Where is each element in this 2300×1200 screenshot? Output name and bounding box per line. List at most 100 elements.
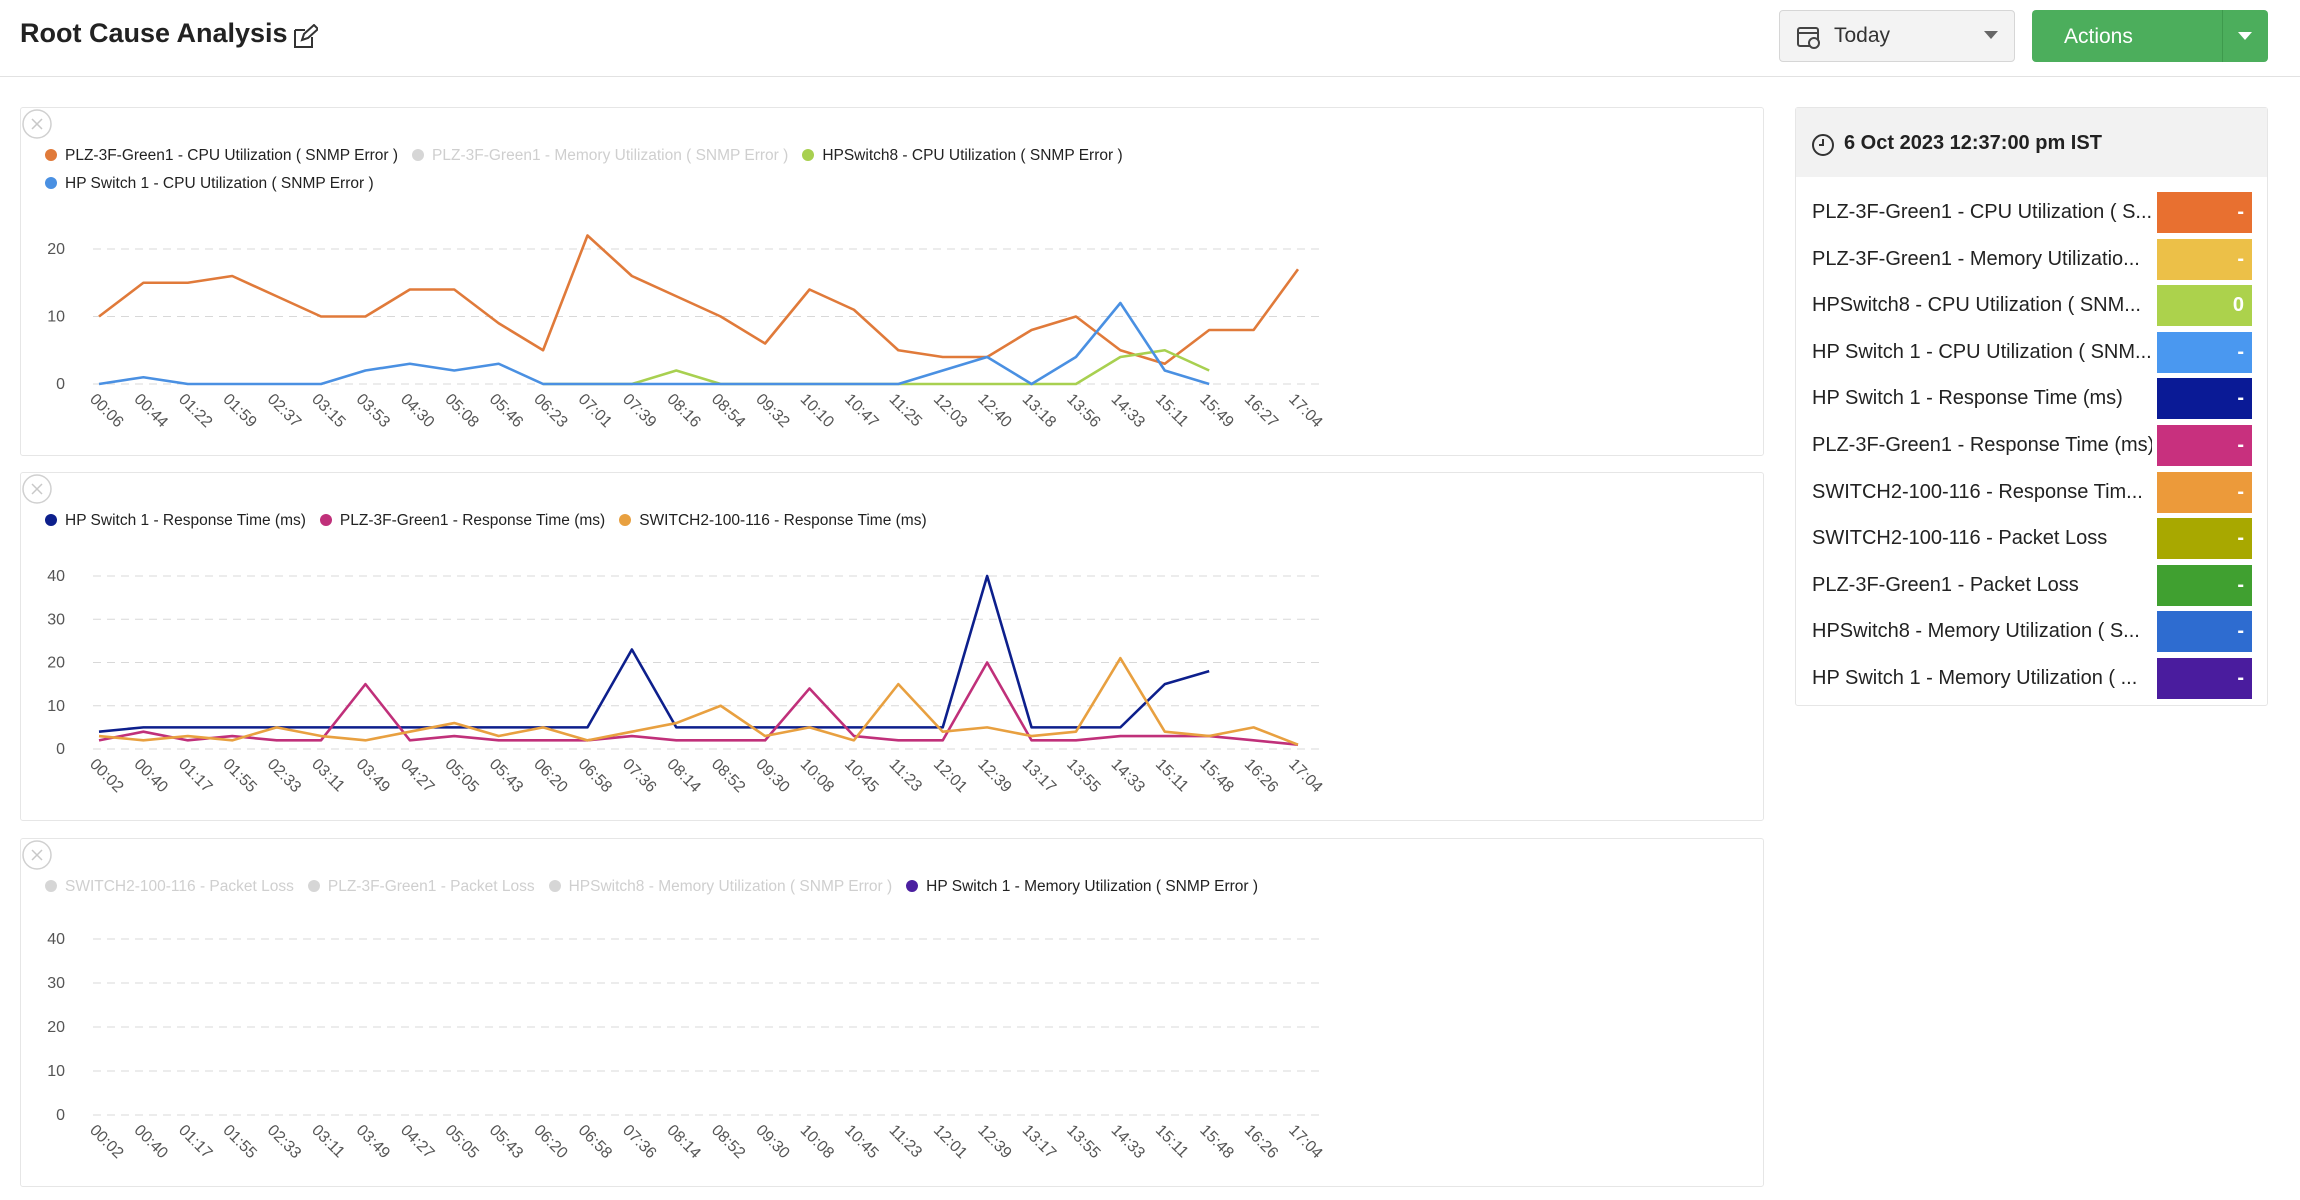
summary-name: HP Switch 1 - Memory Utilization ( ... [1812, 667, 2138, 689]
summary-panel: 6 Oct 2023 12:37:00 pm IST PLZ-3F-Green1… [1795, 107, 2268, 706]
x-tick-label: 00:02 [86, 756, 126, 796]
x-tick-label: 05:46 [486, 391, 526, 431]
series-line [98, 661, 1299, 746]
summary-color: - [2157, 238, 2252, 280]
y-tick-label: 20 [47, 1019, 65, 1036]
chart-panel: 0 10 20 30 40 00:02 00:40 01:17 01:55 02:33 03:11 0… [20, 838, 1764, 1187]
x-tick-label: 12:40 [974, 391, 1014, 431]
legend-item[interactable]: PLZ-3F-Green1 - Packet Loss [307, 873, 535, 901]
x-tick-label: 00:40 [131, 1122, 171, 1162]
x-tick-label: 15:11 [1152, 391, 1192, 431]
y-tick-label: 0 [56, 376, 65, 393]
summary-color: - [2157, 192, 2252, 233]
legend-item[interactable]: PLZ-3F-Green1 - Response Time (ms) [319, 507, 605, 535]
x-tick-label: 08:54 [708, 391, 748, 431]
summary-value: - [2237, 387, 2244, 410]
x-tick-label: 15:11 [1152, 1122, 1192, 1162]
legend-item[interactable]: HPSwitch8 - CPU Utilization ( SNMP Error… [802, 142, 1123, 170]
x-tick-label: 17:04 [1285, 391, 1325, 431]
edit-icon[interactable] [292, 24, 318, 50]
x-tick-label: 01:55 [219, 756, 259, 796]
legend-label: PLZ-3F-Green1 - CPU Utilization ( SNMP E… [65, 147, 399, 164]
legend-item[interactable]: SWITCH2-100-116 - Response Time (ms) [619, 507, 927, 535]
summary-name: HPSwitch8 - CPU Utilization ( SNM... [1812, 294, 2141, 317]
x-tick-label: 13:55 [1063, 1122, 1103, 1162]
summary-row: HP Switch 1 - Memory Utilization ( ... - [1796, 655, 2267, 701]
close-button[interactable] [21, 473, 53, 505]
legend-swatch [45, 514, 57, 526]
legend: PLZ-3F-Green1 - CPU Utilization ( SNMP E… [45, 142, 1365, 198]
x-tick-label: 03:11 [308, 1122, 348, 1162]
x-tick-label: 06:58 [575, 1122, 615, 1162]
legend-label: HPSwitch8 - Memory Utilization ( SNMP Er… [568, 878, 893, 895]
legend-item[interactable]: PLZ-3F-Green1 - Memory Utilization ( SNM… [412, 142, 788, 170]
summary-timestamp: 6 Oct 2023 12:37:00 pm IST [1844, 132, 2102, 154]
legend-item[interactable]: HP Switch 1 - CPU Utilization ( SNMP Err… [45, 170, 374, 198]
legend-label: HP Switch 1 - Response Time (ms) [65, 512, 306, 529]
summary-name: HP Switch 1 - CPU Utilization ( SNM... [1812, 340, 2152, 363]
legend-swatch [619, 514, 632, 526]
y-tick-label: 30 [47, 975, 65, 992]
summary-row: PLZ-3F-Green1 - CPU Utilization ( S... - [1796, 189, 2267, 235]
x-tick-label: 03:11 [308, 756, 348, 796]
summary-name: PLZ-3F-Green1 - CPU Utilization ( S... [1812, 201, 2152, 223]
legend-item[interactable]: PLZ-3F-Green1 - CPU Utilization ( SNMP E… [45, 142, 398, 170]
close-button[interactable] [21, 108, 53, 140]
actions-caret[interactable] [2238, 32, 2252, 42]
x-tick-label: 01:17 [175, 1122, 215, 1162]
close-cross [31, 118, 43, 130]
series-line [98, 656, 1299, 746]
x-tick-label: 01:17 [175, 756, 215, 796]
legend: HP Switch 1 - Response Time (ms) PLZ-3F-G… [45, 507, 1365, 535]
close-button[interactable] [21, 839, 53, 871]
summary-row: HP Switch 1 - Response Time (ms) - [1796, 375, 2267, 421]
date-filter[interactable]: Today [1779, 10, 2015, 62]
legend-swatch [307, 880, 320, 892]
legend-swatch [45, 149, 57, 161]
legend-swatch [412, 149, 425, 161]
x-tick-label: 01:55 [219, 1122, 259, 1162]
y-tick-label: 10 [47, 1063, 65, 1080]
series-line [98, 574, 1210, 733]
legend-item[interactable]: HPSwitch8 - Memory Utilization ( SNMP Er… [548, 873, 893, 901]
summary-color: - [2157, 611, 2252, 653]
x-tick-label: 06:23 [530, 391, 570, 431]
legend-item[interactable]: HP Switch 1 - Memory Utilization ( SNMP … [906, 873, 1258, 901]
x-tick-label: 09:30 [752, 756, 792, 796]
y-tick-label: 20 [47, 655, 65, 672]
y-tick-label: 40 [47, 931, 65, 948]
x-tick-label: 05:05 [441, 756, 481, 796]
x-tick-label: 16:26 [1241, 756, 1281, 796]
legend-swatch [45, 177, 57, 189]
summary-color: - [2157, 471, 2252, 513]
x-tick-label: 13:55 [1063, 756, 1103, 796]
x-tick-label: 10:10 [797, 391, 837, 431]
close-cross [31, 849, 43, 861]
x-tick-label: 12:39 [974, 1122, 1014, 1162]
summary-row: HPSwitch8 - CPU Utilization ( SNM... 0 [1796, 282, 2267, 328]
summary-value: - [2237, 340, 2244, 363]
legend-item[interactable]: SWITCH2-100-116 - Packet Loss [45, 873, 294, 901]
summary-row: PLZ-3F-Green1 - Packet Loss - [1796, 562, 2267, 608]
summary-name: SWITCH2-100-116 - Response Tim... [1812, 480, 2143, 503]
x-tick-label: 02:33 [264, 1122, 304, 1162]
summary-color: - [2157, 378, 2252, 420]
x-tick-label: 15:48 [1196, 1122, 1236, 1162]
x-tick-label: 12:03 [930, 391, 970, 431]
x-tick-label: 16:27 [1241, 391, 1281, 431]
x-tick-label: 10:47 [841, 391, 881, 431]
actions-button[interactable]: Actions [2032, 10, 2268, 62]
x-tick-label: 06:58 [575, 756, 615, 796]
legend-item[interactable]: HP Switch 1 - Response Time (ms) [45, 507, 306, 535]
x-tick-label: 07:01 [575, 391, 615, 431]
summary-value: - [2237, 201, 2244, 223]
x-tick-label: 13:18 [1019, 391, 1059, 431]
x-tick-label: 11:23 [886, 1122, 926, 1162]
chart-panel: 0 10 20 00:06 00:44 01:22 01:59 02:37 03:15 03:53… [20, 107, 1764, 456]
x-tick-label: 05:08 [441, 391, 481, 431]
x-tick-label: 07:39 [619, 391, 659, 431]
summary-value: - [2237, 434, 2244, 456]
x-tick-label: 00:06 [86, 391, 126, 431]
summary-row: SWITCH2-100-116 - Response Tim... - [1796, 469, 2267, 515]
